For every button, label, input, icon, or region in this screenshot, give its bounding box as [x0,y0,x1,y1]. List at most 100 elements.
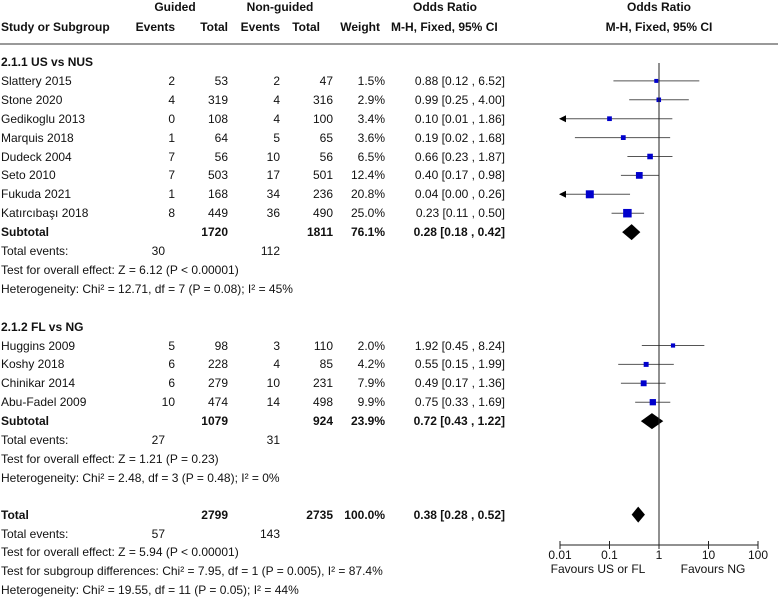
total-nonguided: 498 [312,395,333,410]
arrow-left-icon [559,190,566,198]
weight: 12.4% [350,168,385,183]
pooled-diamond [622,224,641,241]
events-guided: 2 [168,73,175,88]
events-guided: 8 [168,206,175,221]
weight: 4.2% [357,357,385,372]
odds-ratio-ci: 0.23 [0.11 , 0.50] [415,206,505,221]
odds-ratio-ci: 0.88 [0.12 , 6.52] [414,73,505,88]
total-nonguided: 1811 [306,225,333,240]
events-guided: 7 [168,149,175,164]
total-nonguided: 100 [312,111,333,126]
stat-note: Heterogeneity: Chi² = 2.48, df = 3 (P = … [1,470,280,485]
study-name: Huggins 2009 [1,338,76,353]
odds-ratio-ci: 0.49 [0.17 , 1.36] [414,376,505,391]
x-tick-label: 1 [655,548,663,562]
study-name: Dudeck 2004 [1,149,72,164]
odds-ratio-ci: 0.66 [0.23 , 1.87] [414,149,505,164]
study-name: Katırcıbaşı 2018 [1,206,89,221]
total-nonguided: 490 [312,206,333,221]
header-guided: Guided [154,0,196,14]
study-name: Stone 2020 [1,92,63,107]
total-events-guided: 30 [151,244,165,258]
total-guided: 64 [214,130,228,145]
study-square [623,208,632,218]
total-guided: 228 [207,357,228,372]
weight: 20.8% [350,187,385,202]
total-events-label: Total events: [1,433,69,447]
total-nonguided: 231 [312,376,333,391]
header-events-nonguided: Events [240,20,280,34]
header-or-plot: Odds Ratio [626,0,691,14]
weight: 25.0% [350,206,385,221]
header-total-nonguided: Total [292,20,320,34]
total-guided: 56 [214,149,228,164]
odds-ratio-ci: 0.40 [0.17 , 0.98] [414,168,505,183]
study-name: Koshy 2018 [1,357,65,372]
total-nonguided: 316 [312,92,333,107]
weight: 1.5% [357,73,385,88]
odds-ratio-ci: 0.04 [0.00 , 0.26] [414,187,505,202]
events-guided: 1 [168,187,175,202]
total-guided: 108 [207,111,228,126]
study-name: Fukuda 2021 [1,187,72,202]
total-nonguided: 56 [319,149,333,164]
favours-right-label: Favours NG [680,562,746,576]
arrow-left-icon [559,115,566,123]
events-nonguided: 14 [266,395,280,410]
stat-note: Heterogeneity: Chi² = 19.55, df = 11 (P … [1,583,299,598]
total-events-guided: 27 [151,433,165,447]
total-events-nonguided: 31 [266,433,280,447]
total-events-nonguided: 143 [259,526,280,541]
study-square [640,380,647,387]
total-nonguided: 501 [312,168,333,183]
total-guided: 98 [214,338,228,353]
study-square [654,78,659,83]
events-nonguided: 4 [273,92,280,107]
x-tick-label: 0.01 [548,548,572,562]
events-nonguided: 34 [266,187,280,202]
total-guided: 2799 [201,507,228,522]
study-square [649,399,656,406]
odds-ratio-ci: 0.99 [0.25 , 4.00] [414,92,505,107]
header-method-plot: M-H, Fixed, 95% CI [605,20,713,34]
events-nonguided: 10 [266,149,280,164]
weight: 7.9% [357,376,385,391]
study-square [670,343,676,348]
weight: 3.6% [357,130,385,145]
weight: 76.1% [350,225,385,240]
total-events-label: Total events: [1,526,69,541]
events-nonguided: 3 [273,338,280,353]
stat-note: Heterogeneity: Chi² = 12.71, df = 7 (P =… [1,281,293,296]
total-guided: 168 [207,187,228,202]
pooled-diamond [640,413,664,430]
header-total-guided: Total [200,20,228,34]
total-events-nonguided: 112 [260,244,280,258]
x-tick-label: 100 [747,548,769,562]
total-nonguided: 110 [313,338,333,353]
header-study: Study or Subgroup [1,20,110,34]
header-weight: Weight [340,20,380,34]
events-nonguided: 2 [273,73,280,88]
total-nonguided: 2735 [306,507,333,522]
odds-ratio-ci: 0.28 [0.18 , 0.42] [413,225,505,240]
weight: 2.9% [357,92,385,107]
weight: 23.9% [350,414,385,429]
events-nonguided: 10 [266,376,280,391]
study-name: Abu-Fadel 2009 [1,395,87,410]
study-square [635,172,643,179]
events-guided: 6 [168,376,175,391]
study-square [585,190,594,199]
study-name: Seto 2010 [1,168,56,183]
stat-note: Test for subgroup differences: Chi² = 7.… [1,564,383,579]
weight: 9.9% [357,395,385,410]
total-nonguided: 47 [319,73,333,88]
header-method-table: M-H, Fixed, 95% CI [391,20,498,34]
weight: 3.4% [357,111,385,126]
total-guided: 503 [207,168,228,183]
events-nonguided: 5 [273,130,280,145]
odds-ratio-ci: 0.19 [0.02 , 1.68] [414,130,505,145]
events-guided: 7 [168,168,175,183]
weight: 100.0% [344,507,385,522]
study-square [620,135,626,140]
